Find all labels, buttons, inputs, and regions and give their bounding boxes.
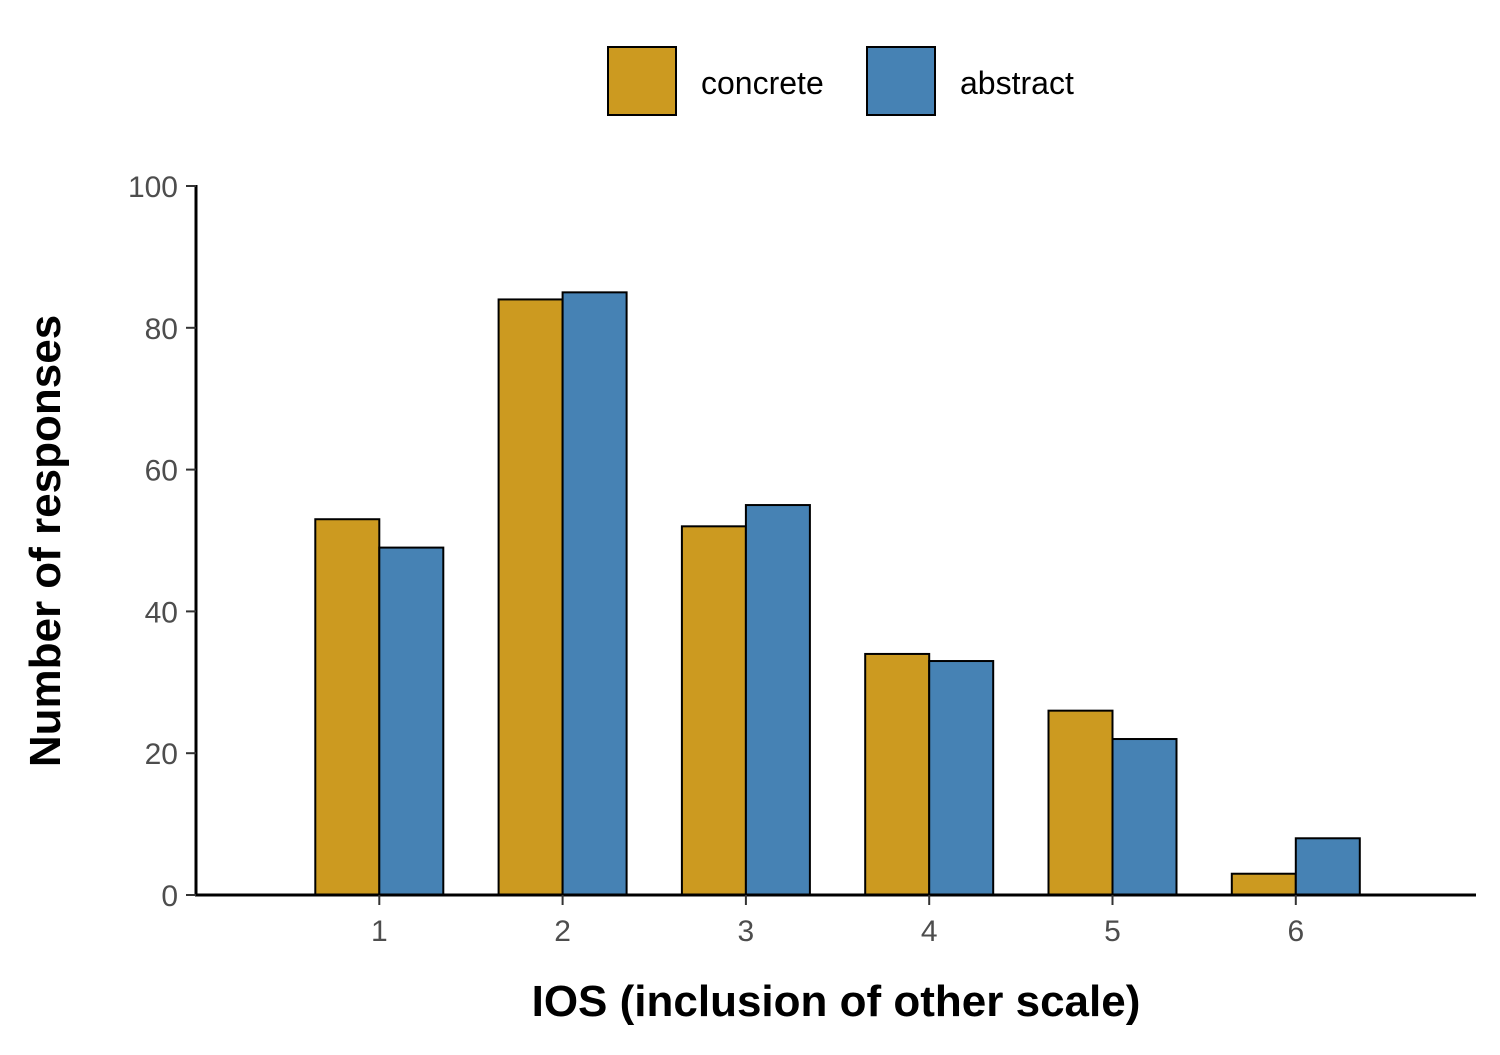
bar-concrete-4 bbox=[864, 652, 931, 896]
bars bbox=[314, 291, 1361, 897]
bar-abstract-2 bbox=[561, 291, 628, 897]
x-tick-label-3: 3 bbox=[738, 915, 755, 948]
x-tick-label-1: 1 bbox=[371, 915, 388, 948]
x-tick-label-4: 4 bbox=[921, 915, 938, 948]
axes: 0 20 40 60 80 100 1 2 3 4 5 6 bbox=[128, 171, 1476, 948]
x-tick-label-2: 2 bbox=[554, 915, 571, 948]
bar-abstract-3 bbox=[744, 504, 811, 896]
legend-key-concrete bbox=[607, 46, 677, 116]
x-axis-title: IOS (inclusion of other scale) bbox=[532, 977, 1141, 1026]
legend-label-abstract: abstract bbox=[960, 65, 1074, 101]
x-tick-label-6: 6 bbox=[1287, 915, 1304, 948]
legend: concrete abstract bbox=[607, 46, 1074, 116]
bar-abstract-6 bbox=[1294, 837, 1361, 897]
bar-concrete-5 bbox=[1047, 709, 1114, 896]
bar-abstract-5 bbox=[1111, 738, 1178, 897]
bar-concrete-6 bbox=[1230, 872, 1297, 896]
x-tick-label-5: 5 bbox=[1104, 915, 1121, 948]
y-tick-label-60: 60 bbox=[145, 455, 178, 488]
legend-key-abstract bbox=[866, 46, 936, 116]
bar-concrete-2 bbox=[497, 298, 564, 896]
bar-abstract-1 bbox=[378, 546, 445, 897]
y-tick-label-80: 80 bbox=[145, 313, 178, 346]
y-tick-label-40: 40 bbox=[145, 596, 178, 629]
y-axis-title: Number of responses bbox=[21, 315, 70, 767]
bar-concrete-3 bbox=[680, 525, 747, 896]
y-tick-label-0: 0 bbox=[161, 880, 178, 913]
y-tick-label-20: 20 bbox=[145, 738, 178, 771]
legend-label-concrete: concrete bbox=[701, 65, 824, 101]
bar-concrete-1 bbox=[314, 518, 381, 896]
bar-abstract-4 bbox=[928, 660, 995, 897]
y-tick-label-100: 100 bbox=[128, 171, 178, 204]
